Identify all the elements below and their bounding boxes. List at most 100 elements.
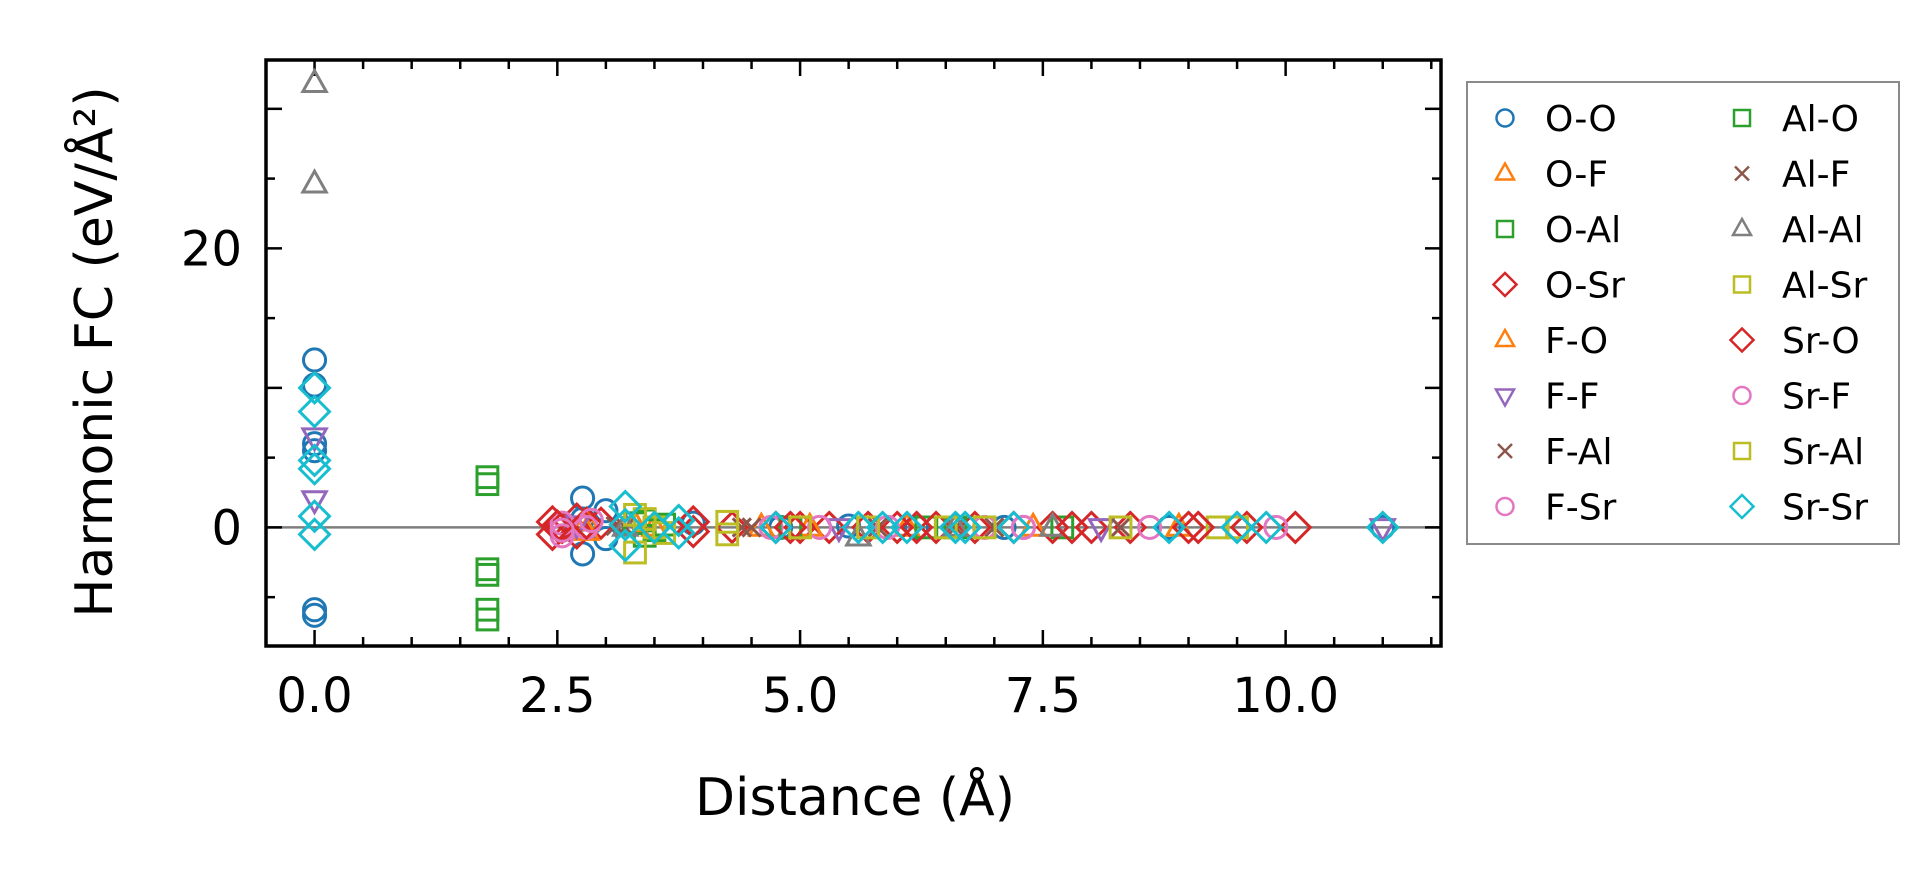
data-point bbox=[297, 394, 332, 429]
data-point bbox=[549, 517, 575, 543]
data-point bbox=[1181, 510, 1216, 545]
data-point bbox=[1010, 514, 1036, 540]
data-point bbox=[1220, 510, 1255, 545]
legend-label: Sr-Al bbox=[1782, 432, 1864, 473]
data-point bbox=[856, 515, 880, 540]
data-point bbox=[297, 443, 332, 478]
data-point bbox=[1108, 515, 1133, 540]
data-point bbox=[899, 510, 934, 545]
data-point bbox=[300, 490, 329, 516]
legend-label: O-O bbox=[1545, 99, 1617, 140]
data-point bbox=[676, 504, 711, 539]
ticks bbox=[264, 60, 1441, 646]
data-point bbox=[302, 602, 328, 628]
legend-item: O-Al bbox=[1495, 210, 1621, 251]
data-point bbox=[297, 499, 332, 534]
data-point bbox=[661, 515, 696, 551]
legend-label: F-Sr bbox=[1545, 488, 1617, 529]
data-point bbox=[1152, 510, 1187, 545]
legend-marker bbox=[1491, 271, 1519, 298]
data-point bbox=[302, 372, 328, 398]
data-point bbox=[938, 510, 973, 545]
data-point bbox=[715, 522, 740, 547]
x-tick-label: 2.5 bbox=[519, 668, 595, 724]
data-point bbox=[773, 510, 808, 545]
x-axis-label: Distance (Å) bbox=[695, 766, 1015, 828]
data-point bbox=[300, 67, 329, 94]
data-point bbox=[1050, 515, 1075, 540]
legend-item: Sr-O bbox=[1728, 321, 1860, 362]
data-point bbox=[1054, 510, 1090, 545]
data-point bbox=[1365, 510, 1400, 545]
legend-item: Al-O bbox=[1732, 99, 1859, 140]
data-point bbox=[1137, 514, 1163, 540]
data-point bbox=[933, 515, 958, 540]
data-point bbox=[475, 465, 500, 490]
data-point bbox=[1368, 518, 1398, 544]
y-tick-label: 20 bbox=[181, 221, 242, 277]
legend-label: Al-F bbox=[1782, 155, 1850, 196]
legend-marker bbox=[1728, 326, 1756, 354]
legend-marker bbox=[1732, 441, 1752, 461]
data-point bbox=[865, 510, 900, 545]
x-tick-label: 0.0 bbox=[276, 668, 352, 724]
series-sr-f bbox=[549, 507, 1289, 543]
data-point bbox=[300, 427, 329, 453]
data-point bbox=[996, 510, 1031, 545]
series-al-al bbox=[300, 67, 1067, 547]
data-point bbox=[297, 517, 332, 552]
legend-marker bbox=[1732, 275, 1752, 294]
legend-label: F-Al bbox=[1545, 432, 1613, 473]
legend-label: Al-Sr bbox=[1782, 266, 1867, 307]
legend-marker bbox=[1495, 108, 1515, 128]
data-point bbox=[948, 510, 983, 545]
data-point bbox=[715, 509, 740, 534]
data-point bbox=[475, 557, 500, 582]
legend-item: F-F bbox=[1493, 377, 1599, 418]
data-point bbox=[1263, 514, 1289, 540]
data-point bbox=[535, 517, 570, 552]
data-point bbox=[841, 510, 876, 545]
legend-item: Sr-Al bbox=[1732, 432, 1864, 473]
data-point bbox=[475, 472, 500, 497]
legend-marker bbox=[1497, 443, 1513, 459]
data-points bbox=[297, 67, 1400, 632]
data-point bbox=[300, 168, 329, 194]
plot-layer: 0.0 2.5 5.0 7.5 10.0 0 20 bbox=[181, 58, 1443, 724]
data-point bbox=[715, 510, 750, 545]
data-point bbox=[889, 510, 924, 545]
legend-marker bbox=[1734, 165, 1750, 182]
data-point bbox=[892, 511, 922, 537]
legend-label: Sr-O bbox=[1782, 321, 1860, 362]
legend-label: Sr-Sr bbox=[1782, 488, 1868, 529]
data-point bbox=[812, 510, 847, 545]
series-sr-sr bbox=[297, 370, 1400, 563]
legend-marker bbox=[1495, 219, 1515, 239]
legend: O-O O-F O-Al O-Sr F-O F-F F-Al F-Sr Al-O Al-F Al-A… bbox=[1466, 81, 1900, 545]
x-tick-label: 5.0 bbox=[762, 668, 838, 724]
legend-label: Sr-F bbox=[1782, 377, 1851, 418]
data-point bbox=[608, 528, 643, 563]
data-point bbox=[475, 607, 500, 632]
series-o-o bbox=[302, 347, 1396, 628]
legend-item: F-O bbox=[1493, 321, 1608, 362]
legend-label: O-Sr bbox=[1545, 266, 1625, 307]
legend-item: F-Al bbox=[1497, 432, 1613, 473]
data-point bbox=[608, 507, 643, 542]
legend-item: Al-Al bbox=[1730, 210, 1863, 251]
data-point bbox=[297, 370, 332, 405]
legend-marker bbox=[1493, 160, 1517, 181]
data-point bbox=[302, 438, 328, 464]
data-point bbox=[302, 597, 328, 623]
x-tick-label: 10.0 bbox=[1232, 668, 1339, 724]
legend-marker bbox=[1728, 493, 1756, 520]
data-point bbox=[1225, 515, 1249, 540]
legend-label: O-Al bbox=[1545, 210, 1621, 251]
data-point bbox=[475, 562, 500, 587]
data-point bbox=[578, 507, 604, 533]
legend-label: Al-O bbox=[1782, 99, 1859, 140]
legend-item: O-O bbox=[1495, 99, 1617, 140]
data-point bbox=[676, 514, 711, 549]
data-point bbox=[972, 515, 997, 540]
